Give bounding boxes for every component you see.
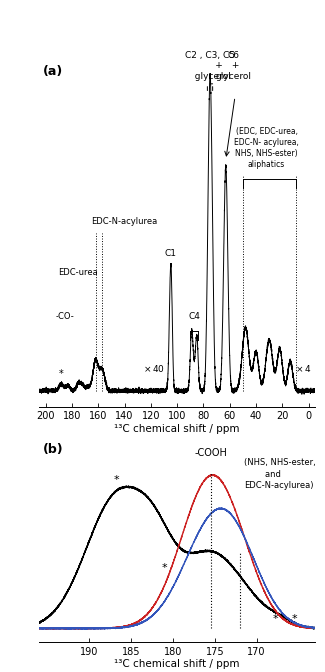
Text: *: *: [272, 614, 278, 624]
Text: (b): (b): [43, 443, 64, 456]
Text: (EDC, EDC-urea,
EDC-N- acylurea,
NHS, NHS-ester)
aliphatics: (EDC, EDC-urea, EDC-N- acylurea, NHS, NH…: [234, 127, 299, 169]
X-axis label: ¹³C chemical shift / ppm: ¹³C chemical shift / ppm: [114, 424, 240, 434]
Text: -CO-: -CO-: [56, 312, 75, 321]
Text: C6
 +
glycerol: C6 + glycerol: [216, 51, 252, 81]
Text: EDC-urea: EDC-urea: [58, 268, 98, 277]
Text: *: *: [292, 614, 297, 624]
Text: (a): (a): [43, 65, 63, 78]
Text: -COOH: -COOH: [194, 448, 227, 458]
X-axis label: ¹³C chemical shift / ppm: ¹³C chemical shift / ppm: [114, 659, 240, 669]
Text: *: *: [113, 475, 119, 485]
Text: *: *: [59, 370, 64, 379]
Text: *: *: [162, 563, 167, 573]
Text: C2 , C3, C5
      +
  glycerol: C2 , C3, C5 + glycerol: [185, 51, 235, 81]
Text: EDC-N-acylurea: EDC-N-acylurea: [91, 217, 158, 226]
Text: $\times\,4$: $\times\,4$: [295, 363, 311, 374]
Text: C1: C1: [164, 249, 176, 258]
Text: (NHS, NHS-ester,
        and
EDC-N-acylurea): (NHS, NHS-ester, and EDC-N-acylurea): [244, 458, 316, 490]
Text: $\times\,40$: $\times\,40$: [143, 363, 164, 374]
Text: C4: C4: [188, 312, 200, 321]
